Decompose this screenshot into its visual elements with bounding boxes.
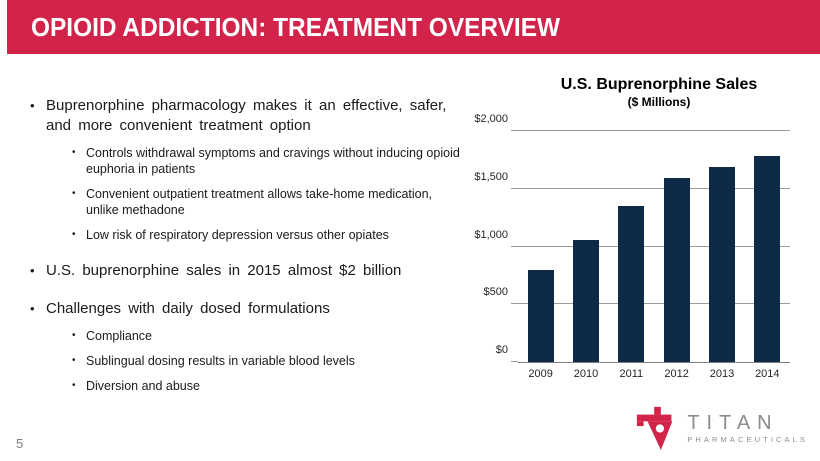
- bar-2009: [527, 269, 554, 362]
- sub-bullet-item: • Compliance: [20, 328, 470, 344]
- bullet-text: Diversion and abuse: [86, 379, 200, 393]
- bar-slot: [609, 131, 654, 362]
- y-tick-label: $1,500: [474, 170, 508, 183]
- chart-subtitle: ($ Millions): [627, 95, 691, 109]
- bullet-text: U.S. buprenorphine sales in 2015 almost …: [46, 262, 402, 279]
- gridline: [518, 130, 790, 131]
- bullet-marker: •: [30, 98, 35, 113]
- bar-2011: [618, 206, 645, 362]
- bar-series: [518, 131, 790, 362]
- bullet-item: • U.S. buprenorphine sales in 2015 almost…: [20, 261, 470, 281]
- x-tick-label: 2012: [664, 368, 689, 380]
- bullet-marker: •: [72, 355, 76, 366]
- bullet-item: • Buprenorphine pharmacology makes it an …: [20, 96, 470, 136]
- titan-t-triangle-icon: [637, 406, 673, 451]
- bullet-list: • Buprenorphine pharmacology makes it an …: [20, 88, 470, 394]
- chart-plot: $0 $500 $1,000 $1,500 $2,000: [474, 113, 790, 363]
- x-tick-label: 2011: [619, 368, 644, 380]
- y-tick-mark: [511, 361, 518, 362]
- bullet-marker: •: [30, 263, 35, 278]
- y-tick-mark: [511, 130, 518, 131]
- y-tick-label: $2,000: [474, 113, 508, 125]
- bar-2010: [572, 239, 599, 362]
- x-tick-label: 2010: [573, 368, 599, 380]
- sub-bullet-item: • Controls withdrawal symptoms and cravin…: [20, 145, 470, 177]
- bar-slot: [699, 131, 744, 362]
- sub-bullet-item: • Convenient outpatient treatment allows …: [20, 186, 470, 218]
- bullet-text: Buprenorphine pharmacology makes it an e…: [46, 97, 447, 134]
- sub-bullet-item: • Sublingual dosing results in variable b…: [20, 353, 470, 369]
- y-tick-label: $500: [483, 286, 508, 299]
- sub-bullet-item: • Diversion and abuse: [20, 378, 470, 394]
- bullet-marker: •: [72, 188, 76, 199]
- page-number: 5: [16, 436, 24, 451]
- bullet-text: Low risk of respiratory depression versu…: [86, 228, 389, 242]
- company-logo: TITAN PHARMACEUTICALS: [635, 403, 808, 453]
- x-tick-label: 2009: [528, 368, 553, 380]
- bullet-text: Convenient outpatient treatment allows t…: [86, 187, 433, 217]
- y-tick-mark: [511, 303, 518, 305]
- bullet-text: Controls withdrawal symptoms and craving…: [86, 146, 460, 176]
- slide-header: OPIOID ADDICTION: TREATMENT OVERVIEW: [7, 0, 820, 54]
- bar-slot: [563, 131, 608, 362]
- bullet-text: Challenges with daily dosed formulations: [46, 300, 330, 317]
- page-title: OPIOID ADDICTION: TREATMENT OVERVIEW: [31, 11, 561, 42]
- bullet-marker: •: [72, 229, 76, 240]
- gridline: [518, 187, 790, 189]
- logo-company-name: TITAN: [687, 412, 779, 434]
- y-tick-mark: [511, 245, 518, 247]
- chart-x-axis-labels: 2009 2010 2011 2012 2013 2014: [518, 368, 790, 380]
- y-tick-label: $1,000: [474, 228, 508, 241]
- logo-text: TITAN PHARMACEUTICALS: [687, 412, 808, 444]
- sales-bar-chart: U.S. Buprenorphine Sales ($ Millions) $0…: [470, 76, 818, 380]
- x-tick-label: 2013: [709, 368, 735, 380]
- bar-slot: [745, 131, 790, 362]
- bar-slot: [518, 131, 563, 362]
- gridline: [518, 303, 790, 305]
- bullet-marker: •: [72, 147, 76, 158]
- bar-2012: [663, 177, 690, 362]
- bullet-marker: •: [30, 301, 35, 316]
- x-tick-label: 2014: [755, 368, 780, 380]
- bullet-text: Compliance: [86, 329, 153, 343]
- y-tick-label: $0: [495, 344, 508, 356]
- sub-bullet-item: • Low risk of respiratory depression vers…: [20, 227, 470, 243]
- bullet-marker: •: [72, 330, 76, 341]
- y-tick-mark: [511, 187, 518, 189]
- bullet-text: Sublingual dosing results in variable bl…: [86, 354, 355, 368]
- bullet-item: • Challenges with daily dosed formulation…: [20, 299, 470, 319]
- logo-company-subtext: PHARMACEUTICALS: [687, 435, 808, 444]
- bullet-marker: •: [72, 380, 76, 391]
- bar-slot: [654, 131, 699, 362]
- bar-2013: [708, 166, 735, 362]
- chart-title: U.S. Buprenorphine Sales: [560, 76, 758, 93]
- gridline: [518, 245, 790, 247]
- bar-2014: [754, 155, 781, 362]
